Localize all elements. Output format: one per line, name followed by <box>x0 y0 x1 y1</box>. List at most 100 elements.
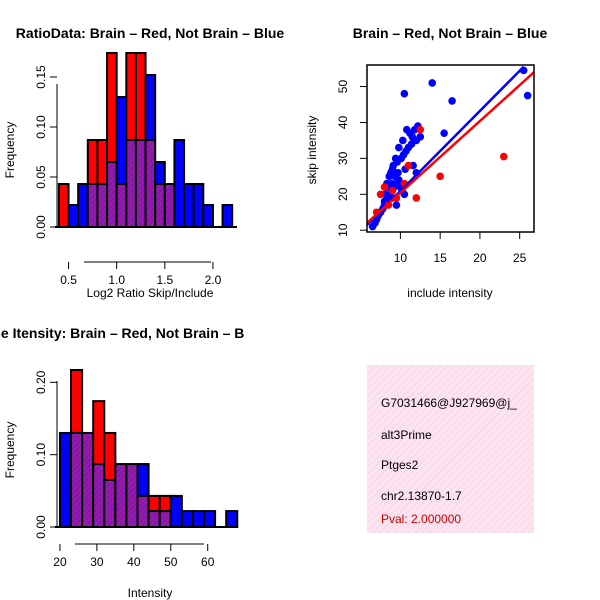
bar-not-brain <box>225 510 239 529</box>
bar-brain <box>106 52 118 163</box>
intensity-histogram-y-ticks: 0.00 0.10 0.20 <box>34 370 57 539</box>
bar-overlap <box>125 463 139 529</box>
x-tick-label: 40 <box>127 555 141 569</box>
intensity-histogram: Exon Gene Itensity: Brain – Red, Not Bra… <box>0 325 244 600</box>
info-event-type: alt3Prime <box>381 428 432 442</box>
scatter-point-not-brain <box>395 143 403 152</box>
scatter-point-not-brain <box>387 179 396 188</box>
x-tick-label: 25 <box>513 251 527 265</box>
scatter-point-brain <box>376 190 385 199</box>
bar-overlap <box>106 161 118 228</box>
intensity-histogram-y-label: Frequency <box>3 422 17 479</box>
y-tick-label: 40 <box>336 115 350 129</box>
x-tick-label: 30 <box>90 555 104 569</box>
bar-brain <box>158 494 172 513</box>
scatter-point-not-brain <box>394 168 402 177</box>
intensity-scatter-title: Brain – Red, Not Brain – Blue <box>353 25 548 41</box>
bar-overlap <box>70 431 84 529</box>
bar-brain <box>134 52 147 141</box>
y-tick-label: 0.00 <box>34 215 48 239</box>
bar-brain <box>96 139 109 185</box>
info-pval: Pval: 2.000000 <box>381 512 461 526</box>
bar-not-brain <box>173 139 186 228</box>
bar-overlap <box>144 139 157 228</box>
x-tick-label: 0.5 <box>60 273 77 287</box>
intensity-scatter-fit-lines <box>367 65 534 226</box>
bar-not-brain <box>136 463 150 497</box>
ratio-histogram-x-label: Log2 Ratio Skip/Include <box>87 286 214 300</box>
scatter-point-not-brain <box>428 79 437 87</box>
bar-overlap <box>147 510 161 529</box>
intensity-histogram-x-label: Intensity <box>128 586 173 600</box>
bar-overlap <box>92 463 106 529</box>
bar-brain <box>70 369 84 434</box>
scatter-point-brain <box>380 183 389 191</box>
y-tick-label: 0.05 <box>34 165 48 189</box>
y-tick-label: 0.20 <box>34 370 48 394</box>
ratio-histogram-x-ticks: 0.5 1.0 1.5 2.0 <box>60 262 222 287</box>
bar-not-brain <box>154 161 166 185</box>
y-tick-label: 30 <box>336 151 350 165</box>
bar-not-brain <box>67 204 80 228</box>
bar-not-brain <box>183 183 195 228</box>
intensity-histogram-bars <box>55 369 239 529</box>
scatter-point-brain <box>436 172 444 181</box>
x-tick-label: 10 <box>394 251 408 265</box>
bar-brain <box>125 52 137 141</box>
info-location: chr2.13870-1.7 <box>381 489 462 503</box>
bar-overlap <box>81 431 95 529</box>
scatter-point-not-brain <box>523 91 532 100</box>
scatter-point-brain <box>412 194 421 202</box>
scatter-point-not-brain <box>400 89 409 98</box>
bar-brain <box>92 400 106 466</box>
bar-overlap <box>154 183 166 228</box>
scatter-point-not-brain <box>392 201 401 209</box>
x-tick-label: 20 <box>473 251 487 265</box>
y-tick-label: 0.10 <box>34 115 48 139</box>
bar-overlap <box>114 463 128 529</box>
info-gene-name: Ptges2 <box>381 458 419 472</box>
y-tick-label: 10 <box>336 223 350 237</box>
x-tick-label: 60 <box>201 555 215 569</box>
bar-not-brain <box>77 183 89 228</box>
bar-not-brain <box>169 494 183 528</box>
bar-overlap <box>103 478 117 529</box>
ratio-histogram-y-ticks: 0.00 0.05 0.10 0.15 <box>34 65 57 239</box>
intensity-histogram-title: Exon Gene Itensity: Brain – Red, Not Bra… <box>0 325 244 341</box>
bar-overlap <box>134 139 147 228</box>
scatter-point-brain <box>388 186 397 195</box>
scatter-point-not-brain <box>388 165 397 173</box>
x-tick-label: 15 <box>433 251 447 265</box>
y-tick-label: 0.15 <box>34 65 48 89</box>
scatter-point-not-brain <box>448 97 456 105</box>
x-tick-label: 1.5 <box>156 273 173 287</box>
x-tick-label: 50 <box>164 555 178 569</box>
intensity-scatter-y-ticks: 10 20 30 40 50 <box>336 80 367 237</box>
x-tick-label: 2.0 <box>205 273 222 287</box>
bar-overlap <box>115 183 128 228</box>
info-panel: G7031466@J927969@j_ alt3Prime Ptges2 chr… <box>367 365 534 533</box>
info-panel-background <box>367 365 534 533</box>
ratio-histogram-y-label: Frequency <box>3 122 17 179</box>
intensity-histogram-x-ticks: 20 30 40 50 60 <box>53 544 215 569</box>
bar-overlap <box>136 494 150 528</box>
intensity-scatter-y-label: skip intensity <box>305 116 319 185</box>
y-tick-label: 20 <box>336 187 350 201</box>
bar-not-brain <box>192 183 205 228</box>
ratio-histogram-title: RatioData: Brain – Red, Not Brain – Blue <box>16 25 285 41</box>
y-tick-label: 0.00 <box>34 515 48 539</box>
intensity-scatter-plot-box <box>366 64 535 233</box>
y-tick-label: 50 <box>336 80 350 94</box>
bar-not-brain <box>221 204 234 228</box>
info-event-id: G7031466@J927969@j_ <box>381 396 517 410</box>
scatter-point-brain <box>499 152 508 161</box>
x-tick-label: 20 <box>53 555 67 569</box>
bar-not-brain <box>202 204 214 228</box>
bar-not-brain <box>180 510 194 529</box>
ratio-histogram-bars <box>55 52 237 228</box>
x-tick-label: 1.0 <box>108 273 125 287</box>
bar-brain <box>103 431 117 481</box>
bar-overlap <box>86 183 99 228</box>
bar-overlap <box>125 139 137 228</box>
